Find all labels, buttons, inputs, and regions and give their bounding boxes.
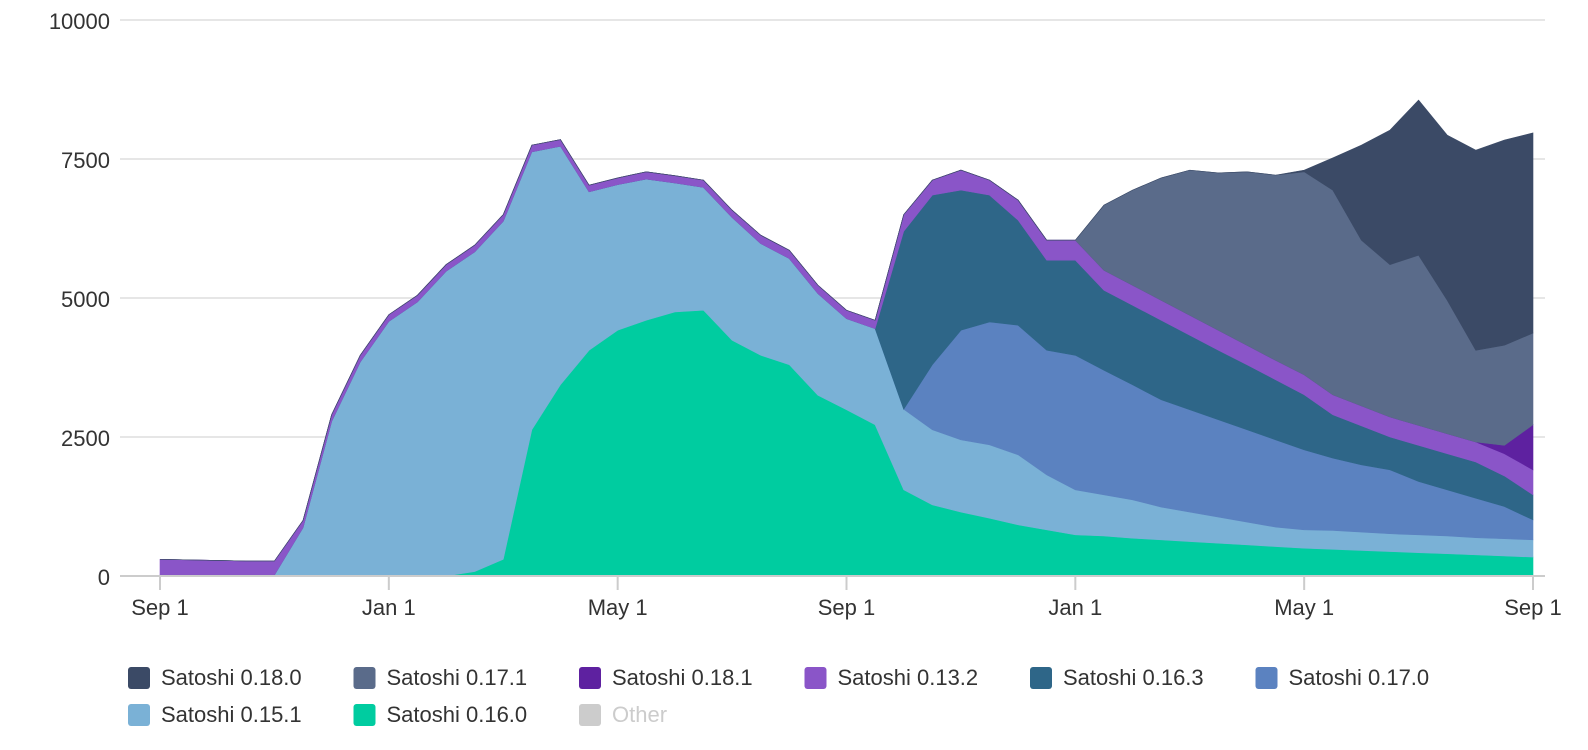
legend-swatch[interactable] xyxy=(579,704,601,726)
legend-label[interactable]: Satoshi 0.17.0 xyxy=(1289,665,1430,690)
legend: Satoshi 0.18.0 Satoshi 0.17.1 Satoshi 0.18… xyxy=(128,665,1429,727)
x-tick-label: Sep 1 xyxy=(131,595,189,620)
legend-label[interactable]: Satoshi 0.16.0 xyxy=(387,702,528,727)
area xyxy=(159,99,1534,562)
y-tick-label: 2500 xyxy=(61,426,110,451)
x-tick-label: Jan 1 xyxy=(362,595,416,620)
legend-swatch[interactable] xyxy=(1255,667,1278,689)
y-tick-label: 7500 xyxy=(61,148,110,173)
x-tick-label: May 1 xyxy=(588,595,648,620)
legend-label[interactable]: Other xyxy=(612,702,667,727)
y-tick-label: 5000 xyxy=(61,287,110,312)
x-tick-label: Sep 1 xyxy=(1504,595,1562,620)
y-tick-label: 10000 xyxy=(49,9,110,34)
legend-swatch[interactable] xyxy=(579,667,601,689)
axes: 0 2500 5000 7500 10000 Sep 1 Jan 1 May 1 Sep 1 Ja… xyxy=(49,9,1562,620)
legend-label[interactable]: Satoshi 0.15.1 xyxy=(161,702,302,727)
x-tick-label: Sep 1 xyxy=(818,595,876,620)
legend-swatch[interactable] xyxy=(353,667,376,689)
legend-label[interactable]: Satoshi 0.18.0 xyxy=(161,665,302,690)
x-tick-label: May 1 xyxy=(1274,595,1334,620)
legend-swatch[interactable] xyxy=(353,704,376,726)
plot-area xyxy=(159,99,1534,577)
legend-label[interactable]: Satoshi 0.17.1 xyxy=(387,665,528,690)
legend-swatch[interactable] xyxy=(804,667,827,689)
legend-swatch[interactable] xyxy=(128,667,150,689)
legend-label[interactable]: Satoshi 0.18.1 xyxy=(612,665,753,690)
legend-swatch[interactable] xyxy=(1030,667,1052,689)
legend-swatch[interactable] xyxy=(128,704,150,726)
legend-label[interactable]: Satoshi 0.13.2 xyxy=(838,665,979,690)
y-tick-label: 0 xyxy=(98,565,110,590)
x-tick-label: Jan 1 xyxy=(1048,595,1102,620)
legend-label[interactable]: Satoshi 0.16.3 xyxy=(1063,665,1204,690)
